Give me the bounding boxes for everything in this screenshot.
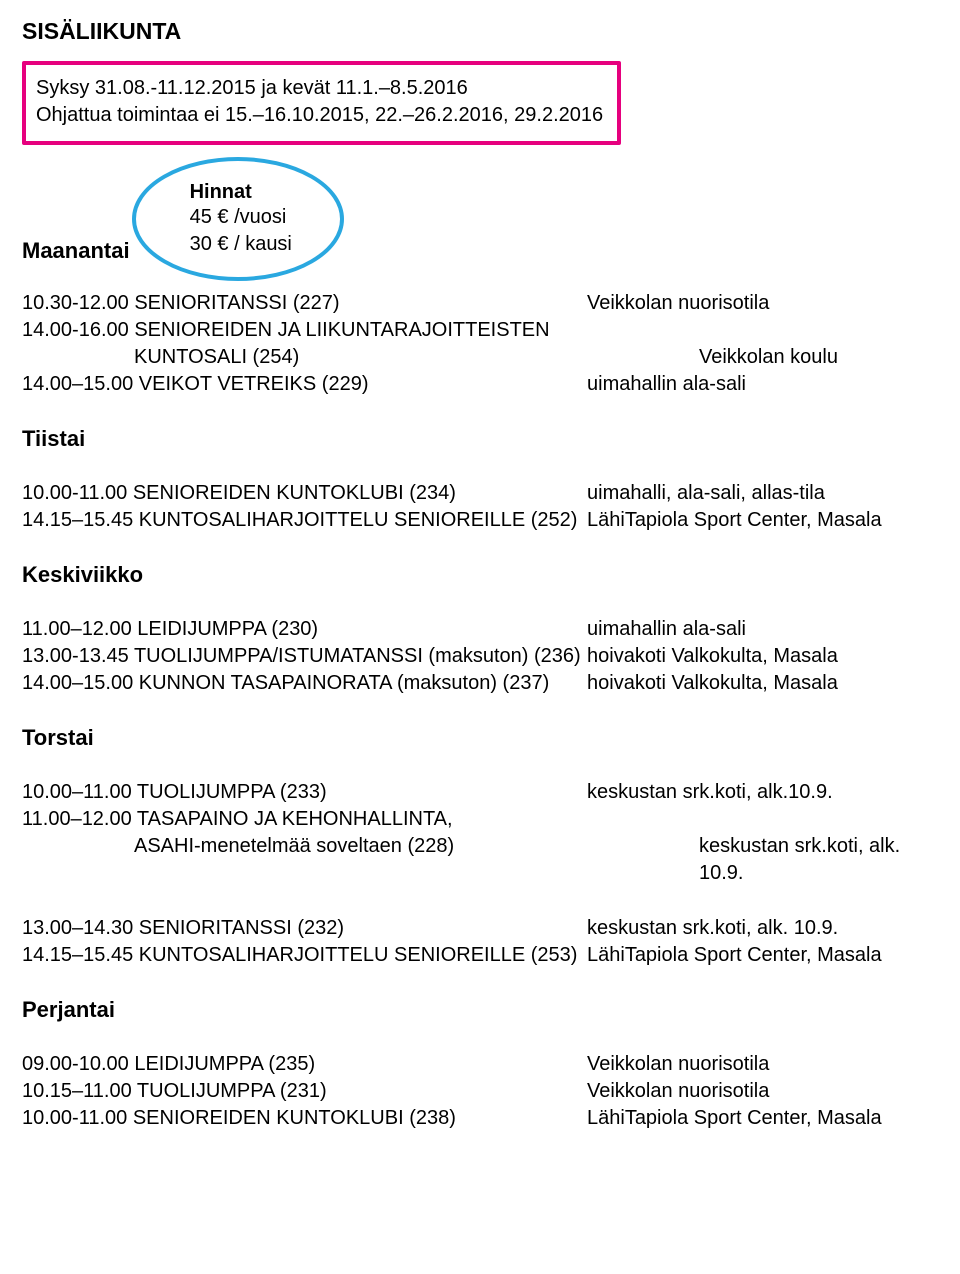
schedule-activity: 10.30-12.00 SENIORITANSSI (227) — [22, 290, 587, 317]
schedule-activity: 10.15–11.00 TUOLIJUMPPA (231) — [22, 1078, 587, 1105]
schedule-row: 10.00–11.00 TUOLIJUMPPA (233) keskustan … — [22, 779, 938, 806]
schedule-location: uimahallin ala-sali — [587, 616, 938, 643]
schedule-activity: 11.00–12.00 TASAPAINO JA KEHONHALLINTA, — [22, 806, 587, 833]
schedule-location: uimahalli, ala-sali, allas-tila — [587, 480, 938, 507]
schedule-location — [587, 806, 938, 833]
prices-block: Hinnat 45 € /vuosi 30 € / kausi — [190, 181, 292, 258]
schedule-activity: 13.00–14.30 SENIORITANSSI (232) — [22, 915, 587, 942]
schedule-location — [587, 317, 938, 344]
page: SISÄLIIKUNTA Syksy 31.08.-11.12.2015 ja … — [22, 18, 938, 1132]
schedule-activity: 13.00-13.45 TUOLIJUMPPA/ISTUMATANSSI (ma… — [22, 643, 587, 670]
prices-heading: Hinnat — [190, 181, 292, 204]
schedule-row: 09.00-10.00 LEIDIJUMPPA (235) Veikkolan … — [22, 1051, 938, 1078]
schedule-activity: 14.00–15.00 VEIKOT VETREIKS (229) — [22, 371, 587, 398]
schedule-location: Veikkolan nuorisotila — [587, 1078, 938, 1105]
schedule-location: uimahallin ala-sali — [587, 371, 938, 398]
schedule-location: LähiTapiola Sport Center, Masala — [587, 1105, 938, 1132]
schedule-activity: 11.00–12.00 LEIDIJUMPPA (230) — [22, 616, 587, 643]
schedule-row: 13.00-13.45 TUOLIJUMPPA/ISTUMATANSSI (ma… — [22, 643, 938, 670]
keskiviikko-group: 11.00–12.00 LEIDIJUMPPA (230) uimahallin… — [22, 616, 938, 697]
page-title: SISÄLIIKUNTA — [22, 18, 938, 45]
torstai-group-b: 13.00–14.30 SENIORITANSSI (232) keskusta… — [22, 915, 938, 969]
schedule-activity: 14.00–15.00 KUNNON TASAPAINORATA (maksut… — [22, 670, 587, 697]
schedule-activity: 14.15–15.45 KUNTOSALIHARJOITTELU SENIORE… — [22, 507, 587, 534]
schedule-location: hoivakoti Valkokulta, Masala — [587, 670, 938, 697]
day-heading-perjantai: Perjantai — [22, 997, 938, 1023]
schedule-activity: 14.15–15.45 KUNTOSALIHARJOITTELU SENIORE… — [22, 942, 587, 969]
schedule-row: 10.00-11.00 SENIOREIDEN KUNTOKLUBI (238)… — [22, 1105, 938, 1132]
schedule-activity: 10.00-11.00 SENIOREIDEN KUNTOKLUBI (238) — [22, 1105, 587, 1132]
prices-line-2: 30 € / kausi — [190, 231, 292, 258]
schedule-activity-indent: ASAHI-menetelmää soveltaen (228) — [22, 833, 699, 887]
schedule-row: 10.30-12.00 SENIORITANSSI (227) Veikkola… — [22, 290, 938, 317]
perjantai-group: 09.00-10.00 LEIDIJUMPPA (235) Veikkolan … — [22, 1051, 938, 1132]
schedule-row: 14.15–15.45 KUNTOSALIHARJOITTELU SENIORE… — [22, 507, 938, 534]
season-line-1: Syksy 31.08.-11.12.2015 ja kevät 11.1.–8… — [36, 75, 603, 102]
schedule-row: 14.00-16.00 SENIOREIDEN JA LIIKUNTARAJOI… — [22, 317, 938, 344]
schedule-row: 11.00–12.00 TASAPAINO JA KEHONHALLINTA, — [22, 806, 938, 833]
prices-line-1: 45 € /vuosi — [190, 204, 292, 231]
schedule-row: 14.00–15.00 KUNNON TASAPAINORATA (maksut… — [22, 670, 938, 697]
prices-and-first-day: Maanantai Hinnat 45 € /vuosi 30 € / kaus… — [22, 181, 938, 264]
schedule-location: keskustan srk.koti, alk. 10.9. — [587, 915, 938, 942]
schedule-activity: 09.00-10.00 LEIDIJUMPPA (235) — [22, 1051, 587, 1078]
schedule-row: 13.00–14.30 SENIORITANSSI (232) keskusta… — [22, 915, 938, 942]
schedule-row: 10.15–11.00 TUOLIJUMPPA (231) Veikkolan … — [22, 1078, 938, 1105]
tiistai-group: 10.00-11.00 SENIOREIDEN KUNTOKLUBI (234)… — [22, 480, 938, 534]
schedule-location: Veikkolan nuorisotila — [587, 290, 938, 317]
schedule-activity: 14.00-16.00 SENIOREIDEN JA LIIKUNTARAJOI… — [22, 317, 587, 344]
day-heading-keskiviikko: Keskiviikko — [22, 562, 938, 588]
schedule-location: LähiTapiola Sport Center, Masala — [587, 507, 938, 534]
schedule-location: LähiTapiola Sport Center, Masala — [587, 942, 938, 969]
schedule-location: keskustan srk.koti, alk.10.9. — [587, 779, 938, 806]
maanantai-group: 10.30-12.00 SENIORITANSSI (227) Veikkola… — [22, 290, 938, 398]
schedule-location: hoivakoti Valkokulta, Masala — [587, 643, 938, 670]
schedule-row: ASAHI-menetelmää soveltaen (228) keskust… — [22, 833, 938, 887]
schedule-row: 14.00–15.00 VEIKOT VETREIKS (229) uimaha… — [22, 371, 938, 398]
schedule-row: 14.15–15.45 KUNTOSALIHARJOITTELU SENIORE… — [22, 942, 938, 969]
schedule-row: KUNTOSALI (254) Veikkolan koulu — [22, 344, 938, 371]
schedule-location: keskustan srk.koti, alk. 10.9. — [699, 833, 938, 887]
schedule-location: Veikkolan nuorisotila — [587, 1051, 938, 1078]
day-heading-torstai: Torstai — [22, 725, 938, 751]
season-line-2: Ohjattua toimintaa ei 15.–16.10.2015, 22… — [36, 102, 603, 129]
schedule-row: 10.00-11.00 SENIOREIDEN KUNTOKLUBI (234)… — [22, 480, 938, 507]
day-heading-tiistai: Tiistai — [22, 426, 938, 452]
schedule-location: Veikkolan koulu — [699, 344, 938, 371]
schedule-activity: 10.00–11.00 TUOLIJUMPPA (233) — [22, 779, 587, 806]
schedule-activity-indent: KUNTOSALI (254) — [22, 344, 699, 371]
schedule-row: 11.00–12.00 LEIDIJUMPPA (230) uimahallin… — [22, 616, 938, 643]
season-highlight-box: Syksy 31.08.-11.12.2015 ja kevät 11.1.–8… — [22, 61, 621, 145]
torstai-group-a: 10.00–11.00 TUOLIJUMPPA (233) keskustan … — [22, 779, 938, 887]
day-heading-maanantai: Maanantai — [22, 238, 130, 264]
schedule-activity: 10.00-11.00 SENIOREIDEN KUNTOKLUBI (234) — [22, 480, 587, 507]
